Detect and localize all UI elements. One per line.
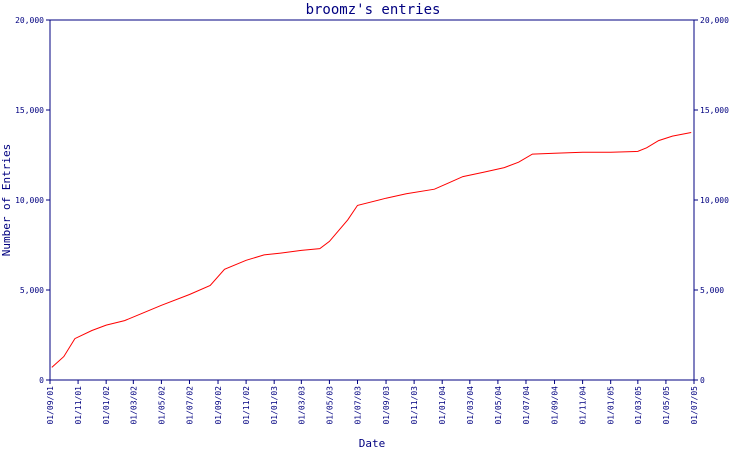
x-tick-label: 01/07/04 [522,386,531,425]
x-tick-label: 01/01/05 [607,386,616,425]
y-axis-left: 0 5,000 10,000 15,000 20,000 [15,16,50,385]
x-tick-label: 01/05/04 [494,386,503,425]
x-tick-label: 01/09/01 [46,386,55,425]
y-tick-right-label: 5,000 [700,286,724,295]
x-tick-label: 01/01/02 [102,386,111,425]
y-tick-right-label: 20,000 [700,16,729,25]
x-tick-label: 01/07/02 [185,386,194,425]
x-tick-label: 01/11/01 [74,386,83,425]
x-tick-label: 01/09/04 [551,386,560,425]
y-axis-label: Number of Entries [0,144,13,257]
x-tick-label: 01/05/05 [662,386,671,425]
y-tick-left-label: 0 [39,376,44,385]
x-tick-label: 01/07/03 [353,386,362,425]
y-tick-left-label: 20,000 [15,16,44,25]
series-layer [51,132,692,368]
x-tick-label: 01/01/04 [438,386,447,425]
x-tick-label: 01/01/03 [270,386,279,425]
y-tick-right-label: 0 [700,376,705,385]
x-axis-label: Date [359,437,386,450]
x-tick-label: 01/11/03 [410,386,419,425]
y-tick-right-label: 15,000 [700,106,729,115]
x-tick-label: 01/09/02 [214,386,223,425]
x-tick-label: 01/03/04 [466,386,475,425]
x-tick-label: 01/03/03 [297,386,306,425]
y-tick-left-label: 15,000 [15,106,44,115]
x-tick-label: 01/03/02 [129,386,138,425]
x-tick-label: 01/11/04 [579,386,588,425]
x-tick-label: 01/05/03 [325,386,334,425]
y-tick-left-label: 10,000 [15,196,44,205]
y-tick-right-label: 10,000 [700,196,729,205]
x-tick-label: 01/09/03 [382,386,391,425]
x-axis: 01/09/01 01/11/01 01/01/02 01/03/02 01/05/02… [46,380,699,425]
x-tick-label: 01/07/05 [690,386,699,425]
entries-series-line [51,132,692,368]
y-tick-left-label: 5,000 [20,286,44,295]
x-tick-label: 01/11/02 [242,386,251,425]
x-tick-label: 01/05/02 [157,386,166,425]
y-axis-right: 0 5,000 10,000 15,000 20,000 [694,16,729,385]
x-tick-label: 01/03/05 [634,386,643,425]
chart-title: broomz's entries [306,2,441,18]
plot-frame [49,19,695,381]
